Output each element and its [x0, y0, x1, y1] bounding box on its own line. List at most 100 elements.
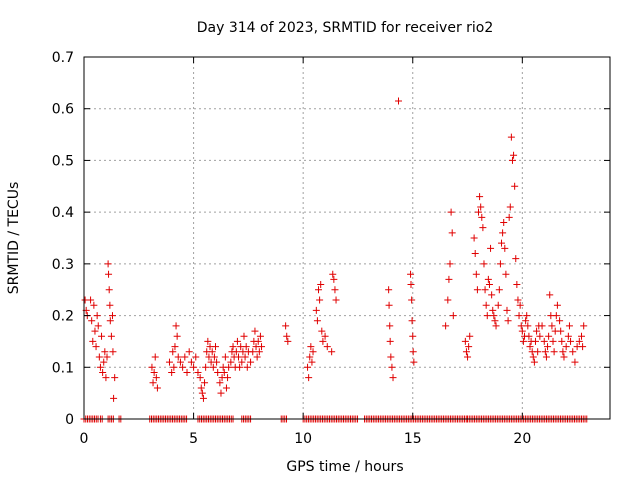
grid-lines [84, 57, 610, 419]
data-point [100, 358, 108, 366]
data-point [499, 229, 507, 237]
data-point [321, 332, 329, 340]
data-point [445, 275, 453, 283]
data-point [174, 353, 182, 361]
data-point [251, 327, 259, 335]
data-point [168, 368, 176, 376]
data-point [247, 358, 255, 366]
data-point [104, 260, 112, 268]
data-point [479, 224, 487, 232]
data-point [492, 322, 500, 330]
data-point [564, 332, 572, 340]
data-point [513, 281, 521, 289]
data-point [485, 281, 493, 289]
data-point [541, 348, 549, 356]
data-point [524, 322, 532, 330]
data-point [480, 260, 488, 268]
data-point [106, 301, 114, 309]
data-point [256, 332, 264, 340]
data-point [151, 353, 159, 361]
data-point [448, 229, 456, 237]
data-point [466, 332, 474, 340]
data-point [578, 332, 586, 340]
data-point [534, 348, 542, 356]
data-point [214, 368, 222, 376]
data-point [91, 327, 99, 335]
data-point [216, 379, 224, 387]
data-point [173, 332, 181, 340]
data-point [388, 363, 396, 371]
data-point [580, 322, 588, 330]
data-point [316, 296, 324, 304]
data-point [552, 312, 560, 320]
data-point [517, 322, 525, 330]
data-point [579, 343, 587, 351]
data-point [315, 286, 323, 294]
data-point [95, 353, 103, 361]
data-point [507, 133, 515, 141]
data-point [536, 332, 544, 340]
data-point [506, 203, 514, 211]
data-point [94, 322, 102, 330]
data-point [444, 296, 452, 304]
data-point [490, 312, 498, 320]
data-point [318, 327, 326, 335]
data-point [442, 322, 450, 330]
data-point [526, 343, 534, 351]
data-point [500, 218, 508, 226]
data-point [197, 384, 205, 392]
data-point [284, 337, 292, 345]
data-point [408, 296, 416, 304]
data-point [483, 312, 491, 320]
data-point [407, 270, 415, 278]
data-point [210, 353, 218, 361]
data-point [208, 348, 216, 356]
data-point [511, 182, 519, 190]
data-point [103, 353, 111, 361]
data-point [496, 260, 504, 268]
data-point [220, 368, 228, 376]
data-point [111, 374, 119, 382]
data-point [553, 301, 561, 309]
data-point [213, 358, 221, 366]
data-point [227, 358, 235, 366]
data-point [478, 213, 486, 221]
data-point [575, 337, 583, 345]
y-tick-label: 0.5 [52, 153, 74, 169]
data-point [386, 322, 394, 330]
data-point [319, 337, 327, 345]
data-point [309, 348, 317, 356]
data-point [243, 363, 251, 371]
data-point [233, 337, 241, 345]
data-point [569, 348, 577, 356]
data-point [502, 270, 510, 278]
data-point [489, 306, 497, 314]
data-point [221, 353, 229, 361]
x-axis-label: GPS time / hours [286, 459, 403, 475]
data-point [546, 291, 554, 299]
data-point [235, 353, 243, 361]
data-point [179, 363, 187, 371]
data-point [217, 389, 225, 397]
plot-frame [83, 56, 611, 420]
data-points [80, 97, 591, 423]
y-tick-label: 0.3 [52, 257, 74, 273]
data-point [481, 286, 489, 294]
data-point [385, 286, 393, 294]
data-point [482, 301, 490, 309]
data-point [510, 151, 518, 159]
data-point [470, 234, 478, 242]
data-point [254, 337, 262, 345]
data-point [501, 244, 509, 252]
data-point [152, 374, 160, 382]
data-point [149, 379, 157, 387]
data-point [110, 394, 118, 402]
data-point [331, 286, 339, 294]
data-point [169, 348, 177, 356]
data-point [446, 260, 454, 268]
data-point [531, 337, 539, 345]
data-point [498, 239, 506, 247]
data-point [529, 353, 537, 361]
y-tick-label: 0.4 [52, 205, 74, 221]
data-point [240, 332, 248, 340]
